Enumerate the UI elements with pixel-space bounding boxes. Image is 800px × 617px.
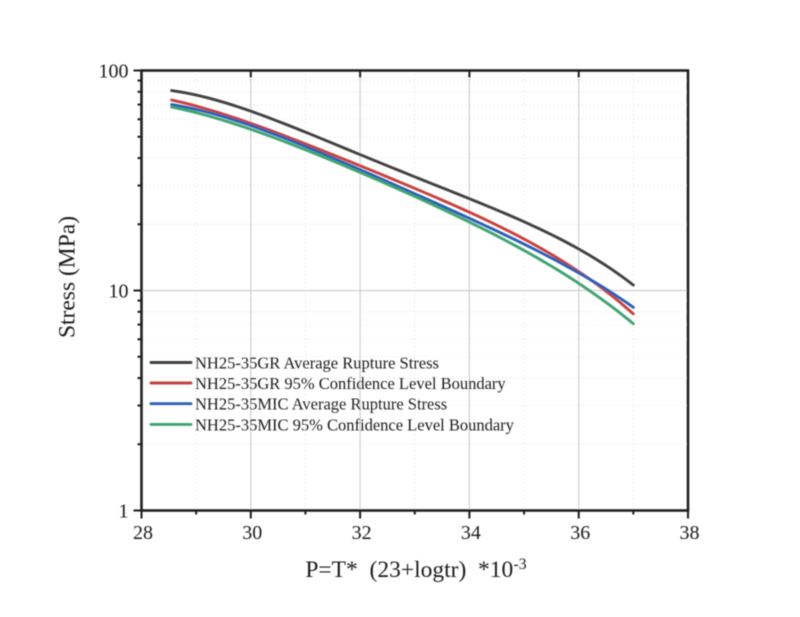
svg-text:Stress (MPa): Stress (MPa) <box>55 216 81 338</box>
svg-text:34: 34 <box>461 522 481 544</box>
svg-text:NH25-35MIC Average Rupture Str: NH25-35MIC Average Rupture Stress <box>195 395 447 414</box>
svg-text:28: 28 <box>133 522 153 544</box>
svg-text:36: 36 <box>570 522 590 544</box>
svg-text:30: 30 <box>242 522 262 544</box>
svg-text:P=T* (23+logtr) *10-3: P=T* (23+logtr) *10-3 <box>305 556 526 583</box>
svg-text:1: 1 <box>119 501 129 523</box>
svg-text:NH25-35MIC 95% Confidence Leve: NH25-35MIC 95% Confidence Level Boundary <box>195 415 515 434</box>
svg-text:NH25-35GR 95% Confidence Level: NH25-35GR 95% Confidence Level Boundary <box>195 374 506 393</box>
svg-text:10: 10 <box>109 281 129 303</box>
svg-text:32: 32 <box>352 522 372 544</box>
svg-text:NH25-35GR Average Rupture Stre: NH25-35GR Average Rupture Stress <box>195 354 439 373</box>
svg-text:38: 38 <box>680 522 700 544</box>
svg-text:100: 100 <box>99 61 129 83</box>
